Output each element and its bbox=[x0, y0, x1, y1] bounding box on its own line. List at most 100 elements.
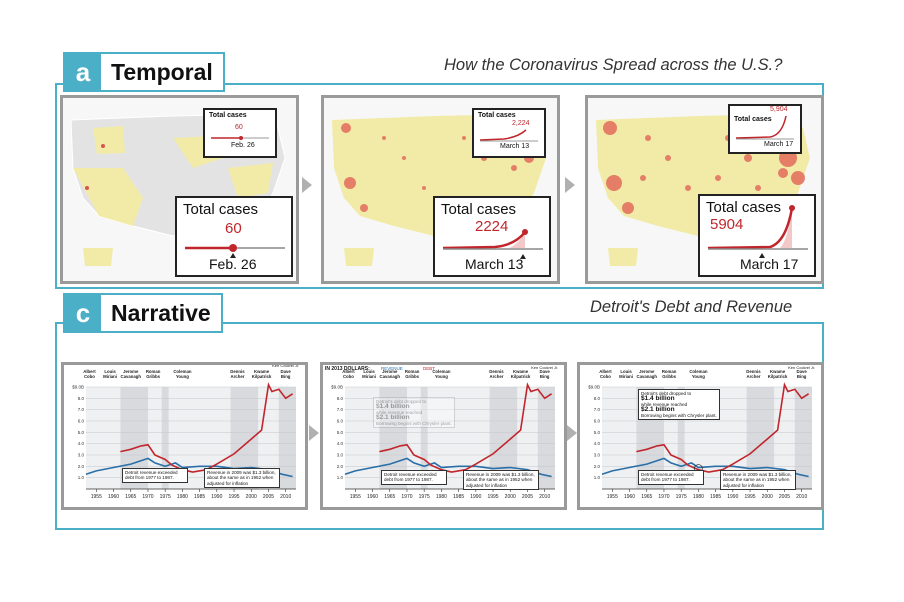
small-callout-1: Total cases 60 Feb. 26 bbox=[203, 108, 277, 158]
y-tick-label: 2.0 bbox=[337, 464, 344, 469]
y-tick-label: $9.0B bbox=[588, 385, 600, 390]
x-tick-label: 1960 bbox=[624, 494, 635, 500]
small-callout-date: March 17 bbox=[764, 141, 794, 148]
x-tick-label: 1985 bbox=[710, 494, 721, 500]
x-tick-label: 1985 bbox=[453, 494, 464, 500]
mayor-label: Dave Bing bbox=[281, 369, 292, 379]
x-tick-label: 1955 bbox=[91, 494, 102, 500]
note-exceeded: Detroit revenue exceeded debt from 1977 … bbox=[122, 468, 188, 483]
temporal-tag-letter: a bbox=[65, 54, 101, 90]
big-callout-value: 60 bbox=[225, 220, 242, 237]
mayor-label: Jerome Cavanagh bbox=[379, 369, 400, 379]
x-tick-label: 2005 bbox=[779, 494, 790, 500]
mayor-label: Louis Miriani bbox=[362, 369, 376, 379]
mayor-label: Jerome Cavanagh bbox=[120, 369, 141, 379]
mayor-label: Kwame Kilpatrick bbox=[768, 369, 788, 379]
small-callout-title: Total cases bbox=[734, 116, 772, 123]
chart-header: IN 2013 DOLLARS: bbox=[325, 366, 370, 372]
note-debt-faded: Detroit's debt dropped to $1.4 billion w… bbox=[373, 397, 455, 429]
x-tick-label: 2010 bbox=[796, 494, 807, 500]
mayor-term-band bbox=[677, 387, 685, 489]
big-callout-value: 2224 bbox=[475, 218, 509, 235]
mayor-label: Coleman Young bbox=[173, 369, 192, 379]
small-callout-date: Feb. 26 bbox=[231, 142, 255, 149]
y-tick-label: 2.0 bbox=[78, 464, 85, 469]
mayor-term-band bbox=[794, 387, 812, 489]
x-tick-label: 1955 bbox=[607, 494, 618, 500]
x-tick-label: 2010 bbox=[280, 494, 291, 500]
mayor-label: Coleman Young bbox=[432, 369, 451, 379]
x-tick-label: 1970 bbox=[401, 494, 412, 500]
x-tick-label: 2005 bbox=[522, 494, 533, 500]
note-revenue-2009: Revenue in 2009 was $1.3 billion, about … bbox=[204, 468, 280, 489]
x-tick-label: 1965 bbox=[641, 494, 652, 500]
mayor-label: Dennis Archer bbox=[746, 369, 761, 379]
y-tick-label: 7.0 bbox=[594, 407, 601, 412]
legend-debt: DEBT bbox=[423, 366, 436, 371]
small-callout-value: 2,224 bbox=[512, 120, 530, 127]
y-tick-label: 8.0 bbox=[337, 396, 344, 401]
big-callout-3: Total cases 5904 March 17 bbox=[698, 194, 816, 277]
x-tick-label: 1980 bbox=[177, 494, 188, 500]
big-callout-1: Total cases 60 Feb. 26 bbox=[175, 196, 293, 277]
x-tick-label: 1995 bbox=[744, 494, 755, 500]
x-tick-label: 1975 bbox=[419, 494, 430, 500]
map-frame-3: Total cases 5,904 March 17 Total cases 5… bbox=[585, 95, 824, 284]
y-tick-label: 5.0 bbox=[594, 430, 601, 435]
narrative-tag-letter: c bbox=[65, 295, 101, 331]
chart-frame-2: 1.0 2.0 3.0 4.0 5.0 6.0 7.0 8.0 $9.0B 1955 1960 196… bbox=[320, 362, 567, 510]
mayor-label: Kwame Kilpatrick bbox=[511, 369, 531, 379]
big-callout-2: Total cases 2224 March 13 bbox=[433, 196, 551, 277]
x-tick-label: 2000 bbox=[762, 494, 773, 500]
x-tick-label: 1980 bbox=[436, 494, 447, 500]
x-tick-label: 1970 bbox=[658, 494, 669, 500]
note-debt: Detroit's debt dropped to $1.4 billion w… bbox=[638, 389, 720, 421]
mayor-label: Albert Cobo bbox=[342, 369, 355, 379]
mayor-label: Kwame Kilpatrick bbox=[252, 369, 272, 379]
big-callout-title: Total cases bbox=[706, 199, 782, 216]
step-arrow bbox=[309, 425, 319, 441]
step-arrow bbox=[302, 177, 312, 193]
x-tick-label: 1975 bbox=[676, 494, 687, 500]
y-tick-label: $9.0B bbox=[331, 385, 343, 390]
step-arrow bbox=[567, 425, 577, 441]
big-callout-title: Total cases bbox=[441, 201, 517, 218]
y-tick-label: 4.0 bbox=[594, 441, 601, 446]
x-tick-label: 2005 bbox=[263, 494, 274, 500]
y-tick-label: 7.0 bbox=[337, 407, 344, 412]
y-tick-label: 6.0 bbox=[78, 419, 85, 424]
small-callout-3: Total cases 5,904 March 17 bbox=[728, 104, 802, 154]
temporal-subtitle: How the Coronavirus Spread across the U.… bbox=[444, 56, 783, 74]
mayor-label-extra: Ken Cockrel Jr. bbox=[788, 365, 815, 370]
small-callout-title: Total cases bbox=[209, 112, 247, 119]
y-tick-label: 8.0 bbox=[594, 396, 601, 401]
x-tick-label: 1955 bbox=[350, 494, 361, 500]
mayor-label: Albert Cobo bbox=[599, 369, 612, 379]
x-tick-label: 1990 bbox=[211, 494, 222, 500]
x-tick-label: 1965 bbox=[125, 494, 136, 500]
y-tick-label: 5.0 bbox=[78, 430, 85, 435]
mayor-term-band bbox=[420, 387, 428, 489]
small-callout-value: 5,904 bbox=[770, 106, 788, 113]
note-exceeded: Detroit revenue exceeded debt from 1977 … bbox=[638, 470, 704, 485]
series-line-revenue bbox=[601, 457, 809, 478]
y-tick-label: 1.0 bbox=[337, 475, 344, 480]
x-tick-label: 1960 bbox=[108, 494, 119, 500]
mayor-label: Dave Bing bbox=[540, 369, 551, 379]
x-tick-label: 1990 bbox=[727, 494, 738, 500]
x-tick-label: 2010 bbox=[539, 494, 550, 500]
mayor-label: Louis Miriani bbox=[619, 369, 633, 379]
y-tick-label: 3.0 bbox=[337, 453, 344, 458]
y-tick-label: 4.0 bbox=[337, 441, 344, 446]
x-tick-label: 1985 bbox=[194, 494, 205, 500]
small-callout-title: Total cases bbox=[478, 112, 516, 119]
series-line-revenue bbox=[344, 457, 552, 478]
y-tick-label: $9.0B bbox=[72, 385, 84, 390]
x-tick-label: 1990 bbox=[470, 494, 481, 500]
small-callout-2: Total cases 2,224 March 13 bbox=[472, 108, 546, 158]
narrative-tag-label: Narrative bbox=[111, 299, 211, 326]
mayor-label: Dennis Archer bbox=[489, 369, 504, 379]
y-tick-label: 4.0 bbox=[78, 441, 85, 446]
y-tick-label: 3.0 bbox=[594, 453, 601, 458]
chart-frame-1: 1.0 2.0 3.0 4.0 5.0 6.0 7.0 8.0 $9.0B 1955 1960 196… bbox=[61, 362, 308, 510]
